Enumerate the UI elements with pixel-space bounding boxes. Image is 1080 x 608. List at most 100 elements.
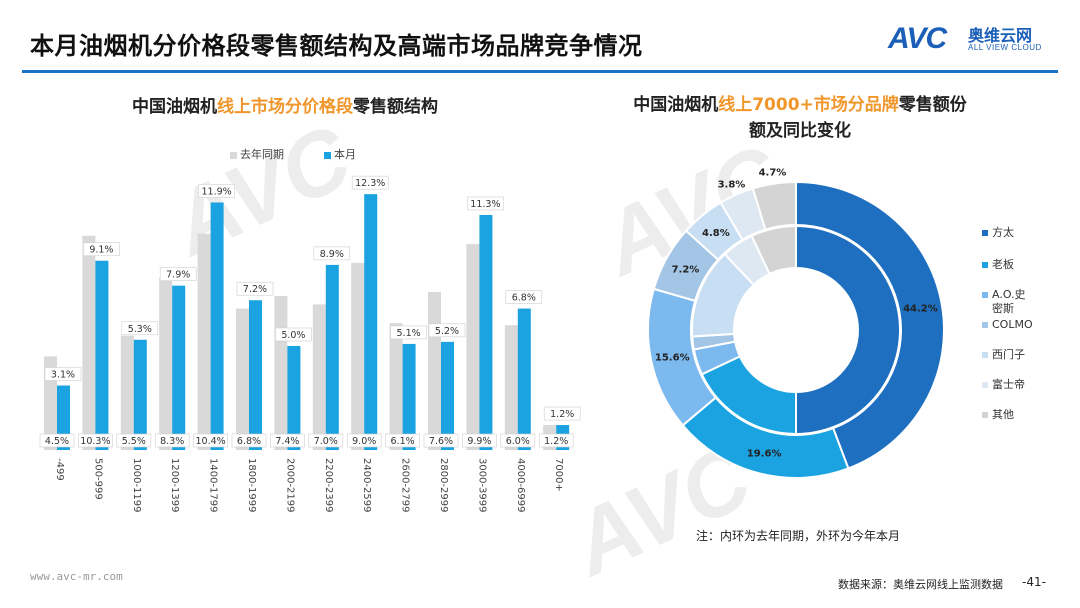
legend-swatch xyxy=(982,262,988,268)
bar-last-year xyxy=(120,335,134,450)
label-this-month: 5.2% xyxy=(428,323,466,338)
logo-en: ALL VIEW CLOUD xyxy=(968,43,1042,52)
x-tick-label: 2400-2599 xyxy=(361,458,372,513)
label-last-year: 4.5% xyxy=(39,433,75,448)
bar-last-year xyxy=(312,304,326,450)
data-label: 3.1% xyxy=(51,370,75,381)
bar-this-month xyxy=(441,341,454,450)
data-label: 4.5% xyxy=(45,436,69,447)
x-tick-label: 1000-1199 xyxy=(131,458,142,513)
legend-swatch xyxy=(982,322,988,328)
label-last-year: 7.4% xyxy=(270,433,305,448)
logo-mark: AVC xyxy=(888,22,947,55)
slice-label: 4.7% xyxy=(759,168,787,179)
bar-this-month xyxy=(95,260,109,450)
donut-title-part2: 零售额份 xyxy=(898,95,967,115)
label-this-month: 9.1% xyxy=(83,242,120,257)
slice-label: 44.2% xyxy=(903,303,938,314)
bar-this-month xyxy=(325,264,339,450)
x-tick-label: 1200-1399 xyxy=(169,458,180,513)
label-this-month: 5.1% xyxy=(390,325,427,340)
label-last-year: 5.5% xyxy=(116,433,152,448)
label-last-year: 9.0% xyxy=(346,433,382,448)
data-label: 7.6% xyxy=(429,436,453,447)
logo-cn: 奥维云网 xyxy=(968,26,1033,45)
bar-this-month xyxy=(133,339,147,450)
label-this-month: 8.9% xyxy=(313,246,351,261)
label-last-year: 10.3% xyxy=(78,433,113,448)
label-last-year: 6.0% xyxy=(500,433,536,448)
data-label: 5.1% xyxy=(397,328,421,339)
x-tick-label: 3000-3999 xyxy=(476,458,487,513)
legend-swatch xyxy=(982,412,988,418)
legend-label: 其他 xyxy=(992,408,1014,421)
label-this-month: 7.9% xyxy=(159,267,197,281)
data-label: 7.0% xyxy=(314,436,338,447)
legend-item: 富士帝 xyxy=(982,378,1062,392)
header-divider xyxy=(22,70,1058,73)
data-label: 5.0% xyxy=(281,330,305,341)
donut-chart-title: 中国油烟机线上7000+市场分品牌零售额份 额及同比变化 xyxy=(600,92,1000,144)
legend-label: 老板 xyxy=(992,258,1014,271)
slice-label: 19.6% xyxy=(747,448,782,459)
label-this-month: 1.2% xyxy=(543,406,581,421)
data-label: 5.3% xyxy=(128,324,152,335)
legend-item: 老板 xyxy=(982,258,1062,272)
donut-title-highlight: 线上7000+市场分品牌 xyxy=(718,95,899,115)
bar-last-year xyxy=(428,291,441,450)
avc-logo: AVC 奥维云网 ALL VIEW CLOUD xyxy=(888,22,1058,58)
label-last-year: 7.6% xyxy=(423,433,459,448)
x-tick-label: 2800-2999 xyxy=(438,458,449,513)
label-this-month: 11.9% xyxy=(198,184,235,198)
data-label: 6.8% xyxy=(512,293,536,304)
bar-this-month xyxy=(479,214,493,450)
donut-title-part1: 中国油烟机 xyxy=(633,95,719,115)
data-label: 9.9% xyxy=(467,436,491,447)
bar-title-part1: 中国油烟机 xyxy=(132,97,217,117)
bar-this-month xyxy=(517,308,531,450)
x-tick-label: -499 xyxy=(54,458,65,481)
bar-title-highlight: 线上市场分价格段 xyxy=(217,97,353,117)
x-tick-label: 2200-2399 xyxy=(323,458,334,513)
label-last-year: 6.8% xyxy=(231,433,267,448)
label-last-year: 10.4% xyxy=(193,433,228,448)
legend-item: COLMO xyxy=(982,318,1062,332)
data-label: 10.3% xyxy=(80,436,110,447)
legend-this-month-label: 本月 xyxy=(334,148,356,161)
data-label: 9.1% xyxy=(89,245,113,256)
label-this-month: 6.8% xyxy=(505,290,543,304)
legend-swatch xyxy=(982,292,988,298)
page-title: 本月油烟机分价格段零售额结构及高端市场品牌竞争情况 xyxy=(30,32,643,60)
legend-label: 富士帝 xyxy=(992,378,1025,391)
legend-item: 方太 xyxy=(982,226,1062,240)
label-this-month: 11.3% xyxy=(467,196,504,211)
bar-title-part2: 零售额结构 xyxy=(353,97,438,117)
data-label: 7.9% xyxy=(166,270,190,281)
data-label: 8.3% xyxy=(160,436,184,447)
footer-url: www.avc-mr.com xyxy=(30,570,123,583)
bar-this-month xyxy=(172,285,186,450)
legend-label: 西门子 xyxy=(992,348,1025,361)
x-tick-label: 7000+ xyxy=(553,458,564,492)
inner-slice xyxy=(750,224,797,276)
data-label: 10.4% xyxy=(196,436,226,447)
label-last-year: 8.3% xyxy=(154,433,190,448)
donut-chart: 44.2% 19.6% 15.6% 7.2% 4.8% 3.8% 4.7% xyxy=(647,168,945,479)
bar-this-month xyxy=(402,343,416,450)
legend-item: A.O.史 密斯 xyxy=(982,288,1062,316)
bar-last-year xyxy=(504,325,518,450)
donut-note: 注：内环为去年同期，外环为今年本月 xyxy=(696,529,901,543)
x-tick-label: 500-999 xyxy=(92,458,103,500)
x-tick-label: 1400-1799 xyxy=(208,458,219,513)
label-last-year: 6.1% xyxy=(385,433,420,448)
legend-item: 其他 xyxy=(982,408,1062,422)
bar-last-year xyxy=(466,244,480,450)
x-tick-label: 2000-2199 xyxy=(284,458,295,513)
slice-label: 4.8% xyxy=(702,228,730,239)
bar-last-year xyxy=(351,262,365,450)
label-last-year: 9.9% xyxy=(462,433,497,448)
legend-swatch xyxy=(982,230,988,236)
bar-last-year xyxy=(389,323,403,450)
data-label: 8.9% xyxy=(320,249,344,260)
bar-legend: 去年同期 本月 xyxy=(230,146,356,162)
